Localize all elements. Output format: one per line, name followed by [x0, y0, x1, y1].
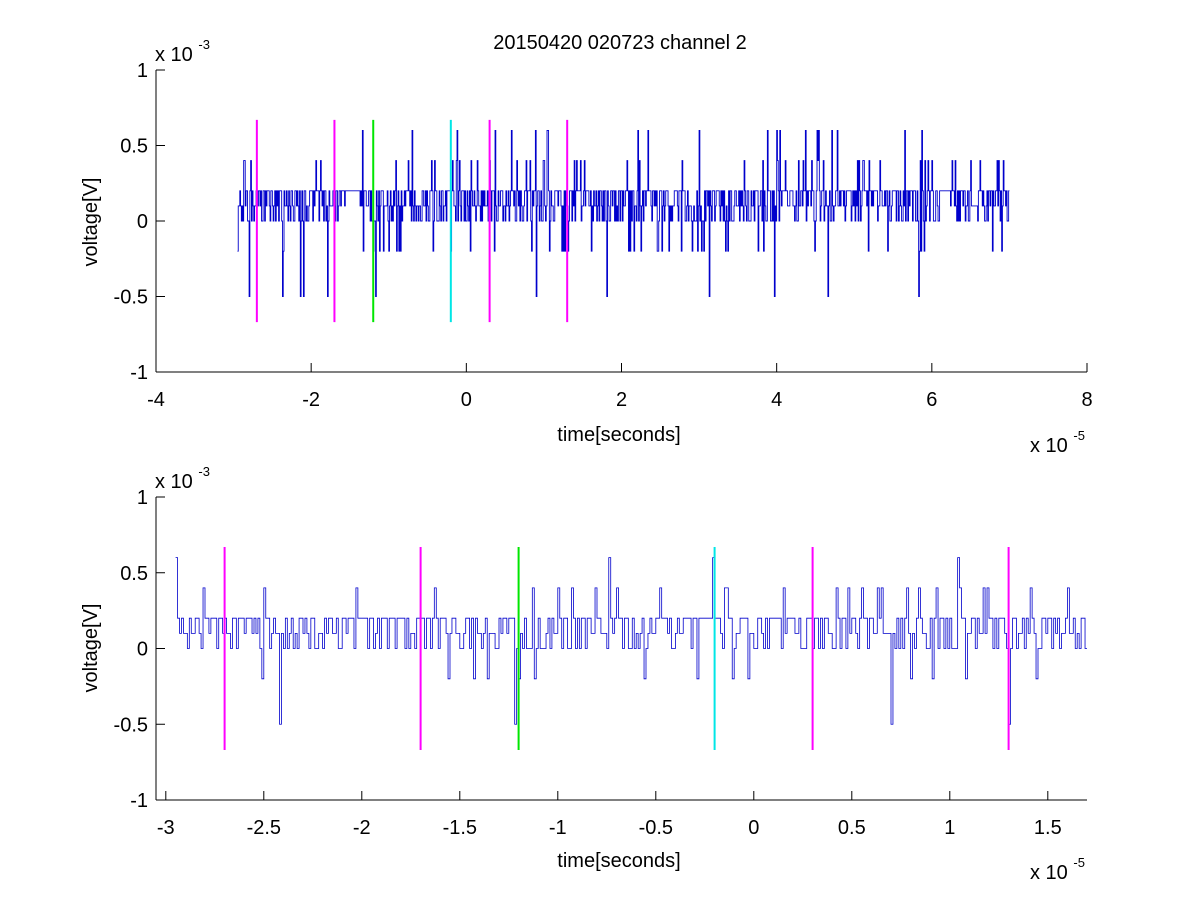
signal-series-bottom — [175, 557, 1087, 725]
x-tick-labels-bottom: -3 -2.5 -2 -1.5 -1 -0.5 0 0.5 1 1.5 — [157, 817, 1062, 839]
y-tick-label: 1 — [137, 487, 148, 509]
x-tick-label: -1.5 — [443, 817, 477, 839]
x-tick-label: 8 — [1081, 389, 1092, 411]
x-tick-label: -0.5 — [639, 817, 673, 839]
y-axis-label-bottom: voltage[V] — [80, 604, 102, 693]
y-exponent-power-bottom: -3 — [198, 464, 210, 479]
signal-series-top — [237, 129, 1010, 297]
y-tick-label: 0.5 — [120, 563, 148, 585]
figure-title: 20150420 020723 channel 2 — [493, 32, 747, 54]
event-markers-bottom — [223, 546, 1010, 751]
event-markers-top — [255, 119, 569, 323]
y-exponent-power-top: -3 — [198, 37, 210, 52]
y-tick-label: 0.5 — [120, 136, 148, 158]
signal-line — [175, 557, 1087, 725]
x-tick-label: -2 — [302, 389, 320, 411]
x-tick-label: 0 — [748, 817, 759, 839]
x-tick-label: -4 — [147, 389, 165, 411]
x-exponent-power-bottom: -5 — [1073, 855, 1085, 870]
y-tick-label: -0.5 — [114, 287, 148, 309]
y-tick-label: 1 — [137, 60, 148, 82]
subplot-bottom: -3 -2.5 -2 -1.5 -1 -0.5 0 0.5 1 1.5 -1 -0.5 0 0.5 1 t… — [80, 464, 1087, 884]
x-tick-label: -1 — [549, 817, 567, 839]
x-tick-labels-top: -4 -2 0 2 4 6 8 — [147, 389, 1092, 411]
x-tick-label: 6 — [926, 389, 937, 411]
x-exponent-top: x 10 -5 — [1030, 428, 1085, 457]
y-exponent-base-bottom: x 10 — [155, 471, 193, 493]
x-exponent-base-top: x 10 — [1030, 435, 1068, 457]
axes-bottom — [155, 496, 1087, 801]
y-tick-label: -0.5 — [114, 714, 148, 736]
signal-line — [237, 129, 1010, 297]
x-exponent-base-bottom: x 10 — [1030, 862, 1068, 884]
x-axis-label-top: time[seconds] — [557, 424, 680, 446]
y-tick-label: -1 — [130, 790, 148, 812]
x-tick-label: 4 — [771, 389, 782, 411]
x-tick-label: 1.5 — [1034, 817, 1062, 839]
x-tick-label: -3 — [157, 817, 175, 839]
y-tick-label: 0 — [137, 211, 148, 233]
x-exponent-power-top: -5 — [1073, 428, 1085, 443]
subplot-top: -4 -2 0 2 4 6 8 -1 -0.5 0 0.5 1 time[seconds] volt… — [80, 37, 1093, 457]
x-tick-label: 0 — [461, 389, 472, 411]
x-exponent-bottom: x 10 -5 — [1030, 855, 1085, 884]
x-tick-label: -2 — [353, 817, 371, 839]
y-tick-label: -1 — [130, 362, 148, 384]
x-tick-label: 2 — [616, 389, 627, 411]
x-tick-label: -2.5 — [247, 817, 281, 839]
x-tick-label: 0.5 — [838, 817, 866, 839]
x-tick-label: 1 — [944, 817, 955, 839]
x-axis-label-bottom: time[seconds] — [557, 850, 680, 872]
y-exponent-base-top: x 10 — [155, 44, 193, 66]
y-tick-label: 0 — [137, 639, 148, 661]
y-axis-label-top: voltage[V] — [80, 178, 102, 267]
y-tick-labels-bottom: -1 -0.5 0 0.5 1 — [114, 487, 148, 812]
axes-top — [155, 69, 1088, 373]
y-exponent-bottom: x 10 -3 — [155, 464, 210, 493]
y-tick-labels-top: -1 -0.5 0 0.5 1 — [114, 60, 148, 384]
y-exponent-top: x 10 -3 — [155, 37, 210, 66]
